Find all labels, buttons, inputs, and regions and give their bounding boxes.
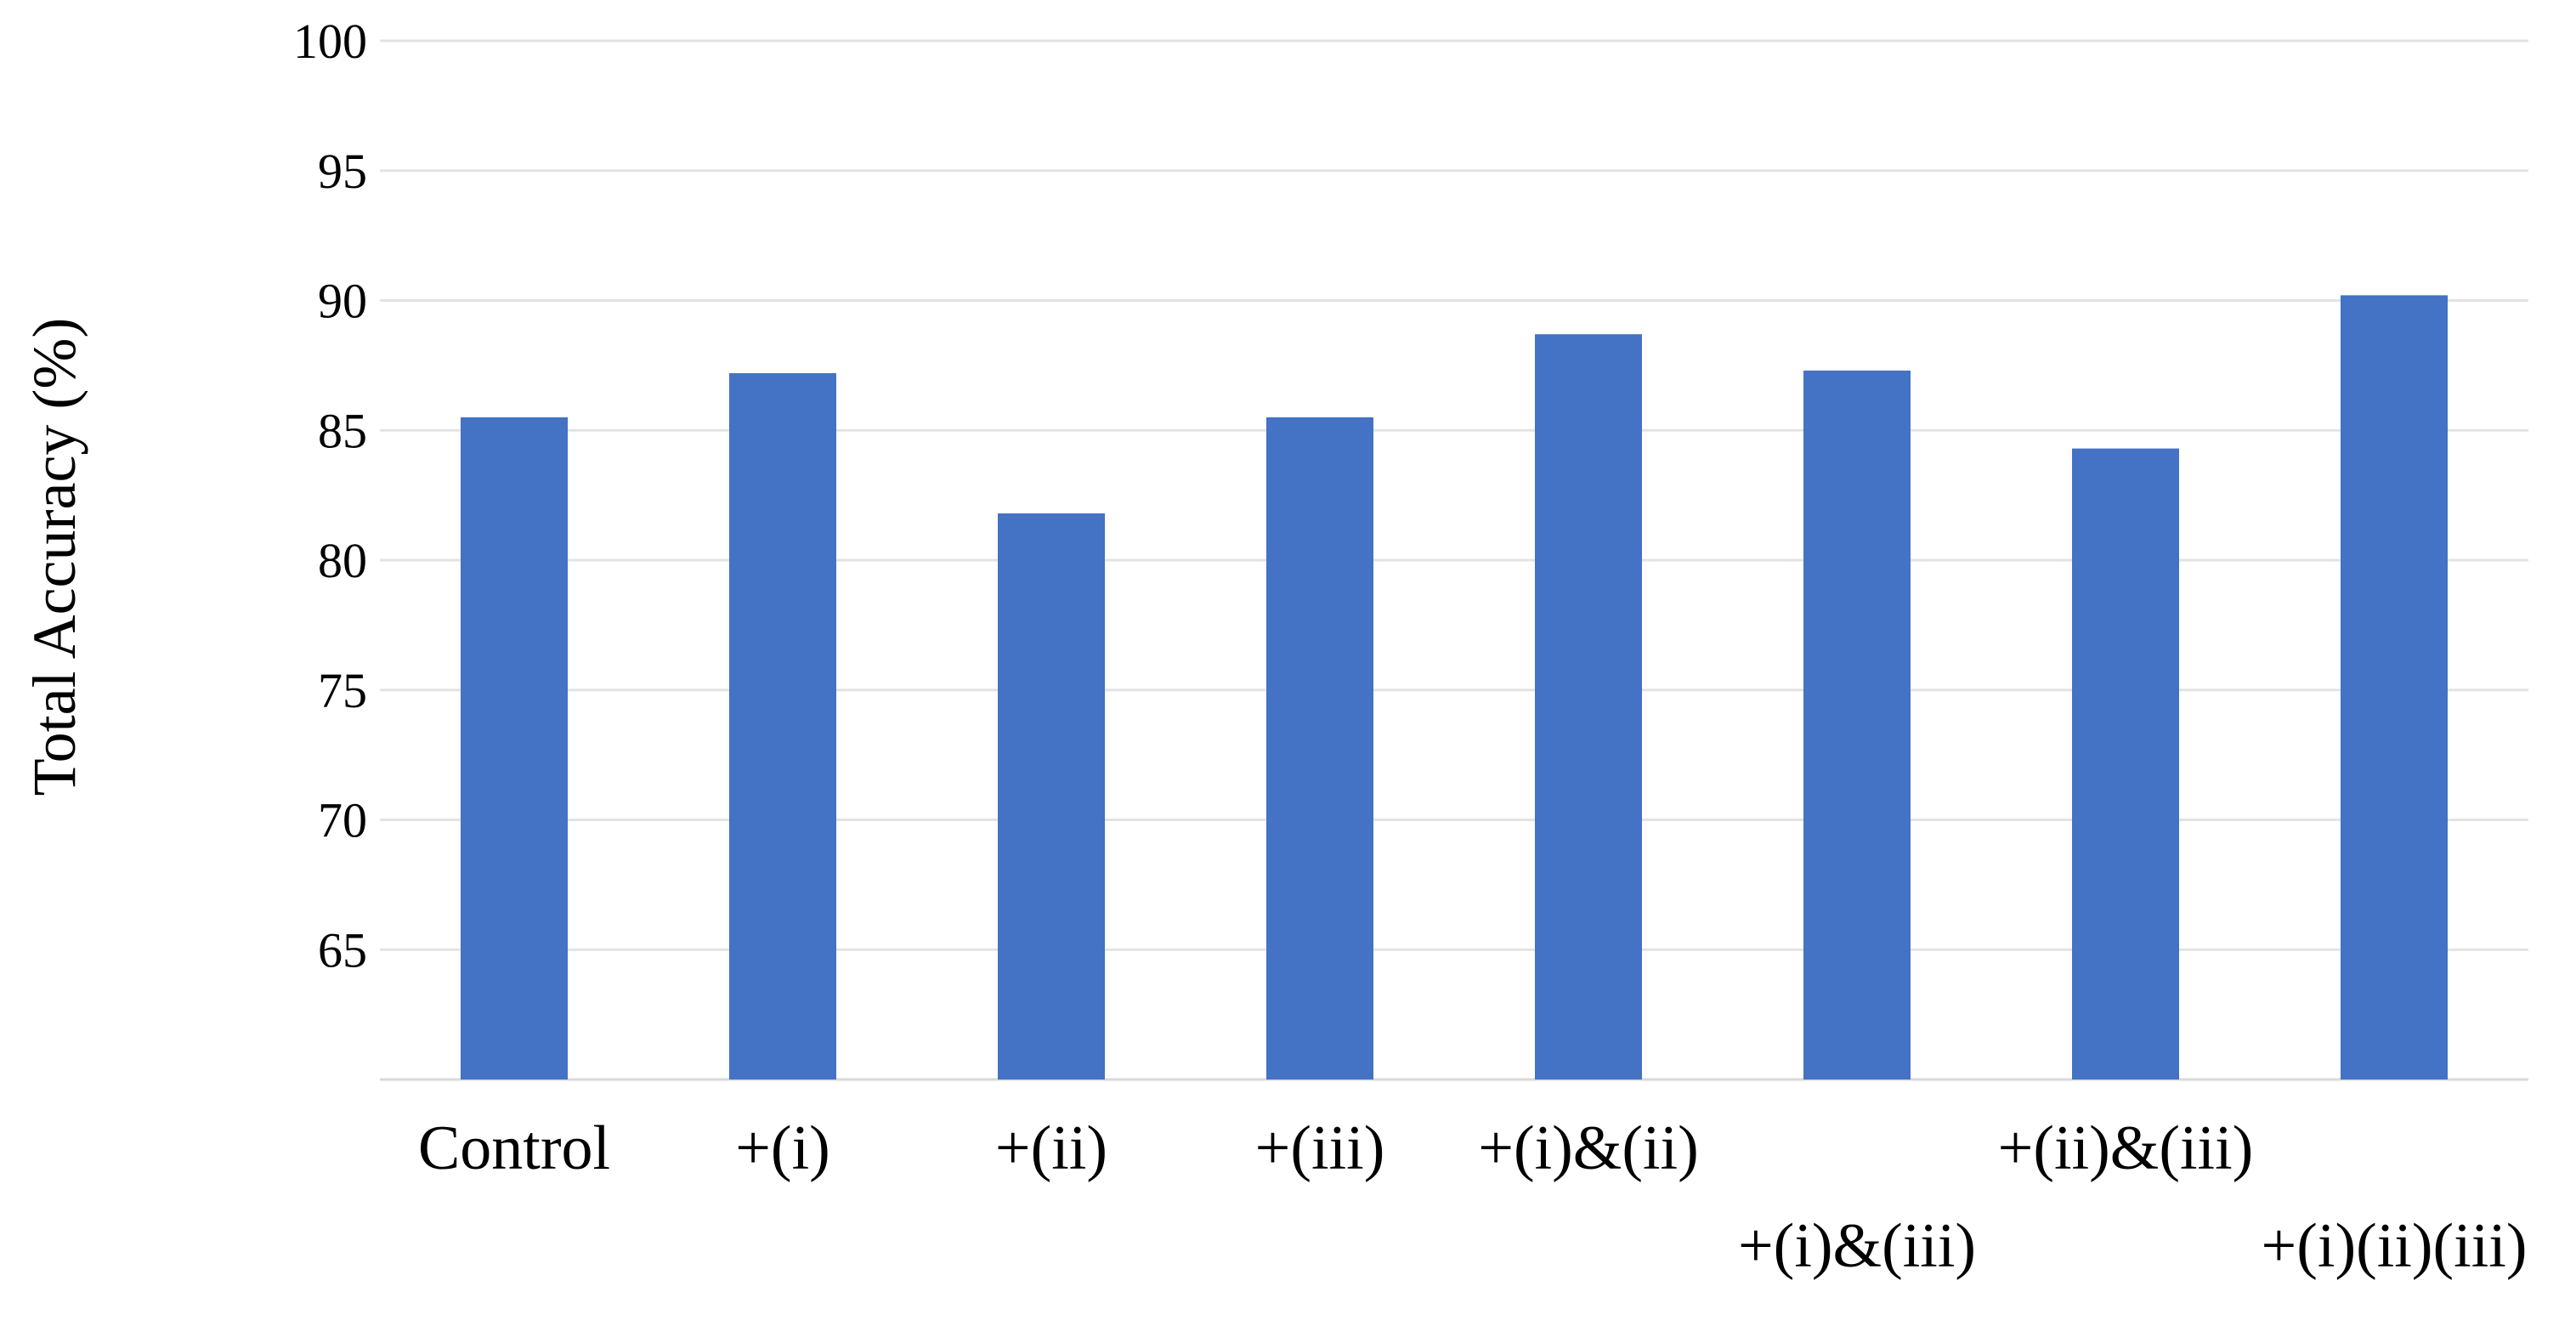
y-tick-label: 95 [318,144,367,199]
bar [1803,370,1911,1080]
x-category-label: +(i)&(ii) [1478,1114,1699,1183]
gridlines [380,39,2528,1081]
bar [998,513,1105,1080]
y-tick-label: 100 [293,14,367,69]
bar [1535,334,1642,1080]
bar [461,416,568,1080]
y-tick-label: 65 [318,922,367,978]
y-axis-title: Total Accuracy (%) [20,318,88,796]
x-category-label: +(iii) [1255,1114,1385,1183]
bar [729,373,836,1080]
y-tick-label: 85 [318,403,367,458]
category-labels: Control +(i) +(ii) +(iii) +(i)&(ii) +(i)&(iii… [418,1114,2528,1281]
y-tick-labels: 65 70 75 80 85 90 95 100 [293,14,367,978]
bar [1266,416,1373,1080]
x-category-label: +(ii)&(iii) [1998,1114,2254,1183]
x-category-label: +(ii) [995,1114,1107,1183]
x-category-label: +(i)&(iii) [1738,1211,1976,1281]
x-category-label: +(i) [735,1114,830,1183]
x-category-label: +(i)(ii)(iii) [2262,1211,2528,1281]
y-tick-label: 80 [318,533,367,588]
y-tick-label: 75 [318,663,367,718]
x-category-label: Control [418,1114,610,1183]
bar [2341,295,2448,1080]
y-tick-label: 70 [318,793,367,848]
y-tick-label: 90 [318,274,367,329]
bars [461,295,2448,1080]
bar [2072,448,2179,1080]
